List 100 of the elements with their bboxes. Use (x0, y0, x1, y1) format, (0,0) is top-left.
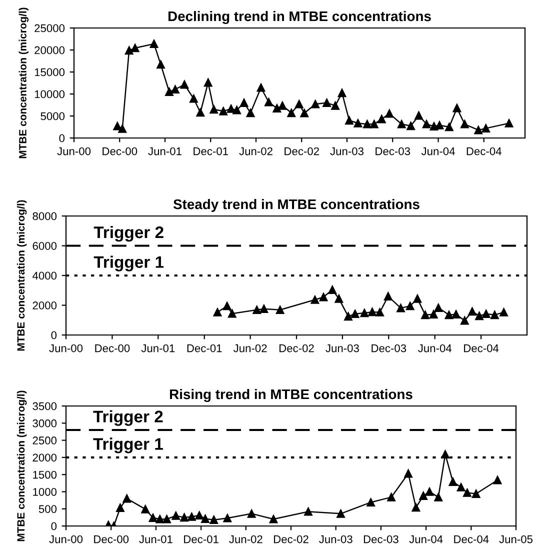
y-tick-label: 0 (51, 331, 57, 340)
point (148, 514, 158, 522)
point (406, 122, 415, 130)
point (338, 88, 346, 98)
point (504, 119, 514, 128)
ref-line-label: Trigger 2 (94, 226, 164, 242)
x-tick-label: Dec-03 (372, 344, 406, 352)
point (331, 101, 340, 110)
point (328, 286, 337, 294)
point (287, 108, 296, 118)
x-tick-label: Jun-01 (139, 535, 172, 544)
y-tick-label: 10000 (34, 90, 65, 98)
y-tick-label: 8000 (32, 212, 57, 220)
point (434, 304, 443, 312)
x-tick-label: Jun-05 (499, 535, 533, 544)
point (463, 488, 472, 497)
x-tick-label: Jun-04 (421, 147, 455, 156)
ref-line-label: Trigger 1 (93, 438, 163, 454)
point (452, 104, 462, 112)
y-tick-label: 15000 (34, 68, 65, 76)
chart-title: Rising trend in MTBE concentrations (170, 388, 412, 402)
point (475, 312, 484, 320)
x-tick-label: Dec-00 (94, 535, 129, 544)
point (264, 98, 273, 106)
point (252, 306, 262, 314)
point (195, 511, 204, 520)
chart-title: Declining trend in MTBE concentrations (168, 10, 431, 24)
y-tick-label: 2000 (32, 302, 57, 310)
x-tick-label: Dec-00 (95, 344, 130, 352)
point (472, 490, 480, 498)
point (171, 85, 180, 94)
x-tick-label: Dec-03 (376, 147, 410, 156)
x-tick-label: Jun-01 (141, 344, 175, 352)
x-tick-label: Jun-00 (49, 535, 83, 544)
point (223, 514, 232, 522)
point (156, 60, 165, 69)
point (269, 514, 278, 524)
point (246, 108, 255, 118)
point (354, 119, 362, 128)
x-tick-label: Jun-02 (233, 344, 267, 352)
point (452, 310, 460, 318)
x-tick-label: Dec-04 (464, 344, 499, 352)
x-tick-label: Jun-03 (330, 147, 364, 156)
point (122, 494, 132, 503)
y-tick-label: 6000 (32, 242, 57, 250)
point (210, 516, 218, 524)
x-tick-label: Jun-04 (418, 344, 452, 352)
point (272, 104, 282, 112)
x-tick-label: Jun-01 (148, 147, 182, 156)
point (363, 120, 372, 128)
x-tick-label: Jun-00 (57, 147, 91, 156)
point (278, 101, 287, 110)
point (474, 126, 483, 134)
y-tick-label: 25000 (34, 24, 65, 32)
point (429, 310, 438, 318)
point (300, 108, 309, 118)
point (404, 469, 412, 478)
chart-title: Steady trend in MTBE concentrations (173, 198, 420, 212)
point (387, 493, 396, 502)
point (228, 309, 236, 318)
point (500, 308, 508, 316)
point (376, 308, 384, 316)
y-axis-title: MTBE concentration (microg/l) (18, 8, 29, 158)
x-tick-label: Dec-04 (454, 535, 489, 544)
point (345, 116, 354, 125)
point (414, 111, 423, 120)
point (196, 108, 205, 117)
point (468, 307, 476, 316)
point (310, 296, 320, 304)
ref-line-label: Trigger 1 (94, 256, 164, 272)
point (377, 114, 386, 124)
point (232, 106, 241, 114)
ref-line-label: Trigger 2 (93, 410, 163, 426)
point (460, 316, 469, 325)
point (385, 109, 394, 118)
point (445, 122, 454, 132)
x-tick-label: Jun-02 (229, 535, 262, 544)
point (116, 504, 124, 512)
point (304, 507, 312, 516)
y-tick-label: 20000 (34, 46, 65, 54)
point (256, 83, 266, 92)
point (350, 310, 360, 318)
point (180, 80, 189, 89)
point (460, 120, 469, 128)
point (406, 302, 414, 310)
y-tick-label: 0 (51, 522, 57, 530)
x-tick-label: Jun-03 (326, 344, 359, 352)
x-tick-label: Dec-03 (364, 535, 398, 544)
x-tick-label: Jun-03 (319, 535, 352, 544)
point (370, 120, 378, 128)
point (397, 120, 406, 128)
point (172, 512, 180, 520)
point (421, 310, 430, 320)
point (226, 104, 236, 113)
point (162, 514, 171, 524)
x-tick-label: Dec-01 (194, 147, 228, 156)
point (444, 310, 454, 320)
point (493, 476, 502, 484)
x-tick-label: Jun-00 (49, 344, 83, 352)
point (413, 294, 422, 303)
